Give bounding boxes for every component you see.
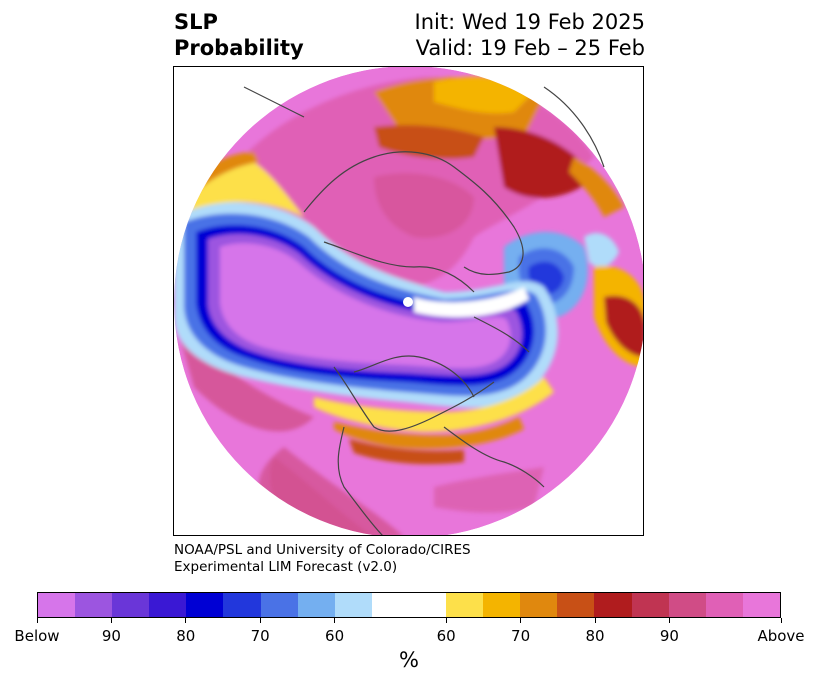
credit-line-2: Experimental LIM Forecast (v2.0) (174, 559, 398, 575)
credit-text: NOAA/PSL and University of Colorado/CIRE… (174, 542, 471, 576)
colorbar-segment-neutral (371, 593, 447, 617)
colorbar-tick-mark (110, 618, 112, 623)
probability-field (174, 67, 643, 535)
init-date: Init: Wed 19 Feb 2025 (414, 10, 645, 34)
probability-map (174, 67, 643, 535)
north-pole-marker (403, 297, 413, 307)
colorbar-tick-label: 80 (585, 627, 605, 645)
title-slp: SLP (174, 10, 218, 34)
colorbar-segment-above-8 (742, 593, 780, 617)
colorbar-tick-mark (780, 618, 782, 623)
colorbar-tick-label: Above (757, 627, 805, 645)
colorbar (37, 592, 781, 618)
title-probability: Probability (174, 36, 304, 60)
colorbar-tick-label: 70 (511, 627, 531, 645)
credit-line-1: NOAA/PSL and University of Colorado/CIRE… (174, 542, 471, 558)
colorbar-segment-above-4 (594, 593, 632, 617)
colorbar-segment-above-7 (705, 593, 743, 617)
colorbar-tick-label: 60 (436, 627, 456, 645)
colorbar-segment-below-3 (149, 593, 187, 617)
colorbar-segment-below-4 (186, 593, 224, 617)
colorbar-segment-below-1 (75, 593, 113, 617)
colorbar-tick-mark (36, 618, 38, 623)
colorbar-tick-label: 80 (176, 627, 196, 645)
colorbar-tick-label: 60 (325, 627, 345, 645)
colorbar-tick-mark (259, 618, 261, 623)
colorbar-segment-above-6 (668, 593, 706, 617)
colorbar-segment-below-6 (260, 593, 298, 617)
coastlines (243, 86, 605, 535)
colorbar-segment-above-1 (483, 593, 521, 617)
colorbar-tick-label: 90 (659, 627, 679, 645)
valid-dates: Valid: 19 Feb – 25 Feb (415, 36, 645, 60)
colorbar-segment-below-5 (223, 593, 261, 617)
colorbar-tick-mark (668, 618, 670, 623)
colorbar-tick-mark (520, 618, 522, 623)
colorbar-tick-label: Below (14, 627, 60, 645)
colorbar-tick-mark (334, 618, 336, 623)
colorbar-segment-above-5 (631, 593, 669, 617)
colorbar-unit: % (399, 648, 419, 672)
colorbar-segment-below-0 (38, 593, 76, 617)
colorbar-segment-below-2 (112, 593, 150, 617)
colorbar-segment-above-2 (520, 593, 558, 617)
colorbar-tick-label: 90 (101, 627, 121, 645)
variable-title: SLP Probability (174, 9, 304, 61)
colorbar-tick-mark (445, 618, 447, 623)
colorbar-tick-label: 70 (250, 627, 270, 645)
colorbar-tick-mark (185, 618, 187, 623)
colorbar-segment-above-0 (446, 593, 484, 617)
colorbar-tick-mark (594, 618, 596, 623)
map-panel (173, 66, 644, 536)
colorbar-segment-above-3 (557, 593, 595, 617)
colorbar-segment-below-7 (297, 593, 335, 617)
colorbar-segment-below-8 (334, 593, 372, 617)
date-title: Init: Wed 19 Feb 2025 Valid: 19 Feb – 25… (415, 9, 645, 61)
